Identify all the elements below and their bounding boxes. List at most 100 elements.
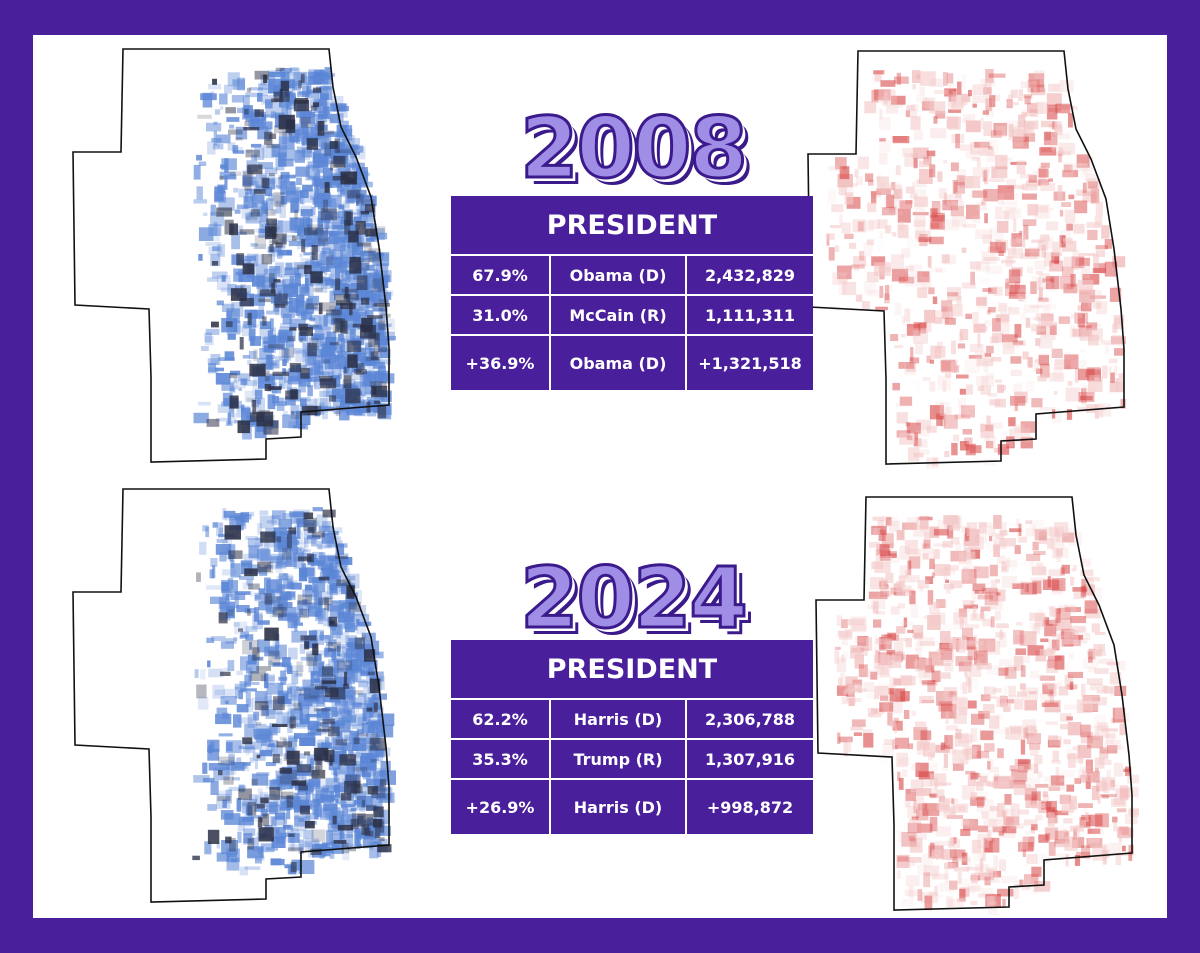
candidate-name: Harris (D) bbox=[549, 698, 687, 740]
precinct-shape bbox=[379, 779, 386, 787]
precinct-shape bbox=[1028, 73, 1045, 88]
precinct-shape bbox=[878, 529, 886, 541]
precinct-shape bbox=[875, 638, 893, 645]
precinct-shape bbox=[282, 578, 293, 590]
precinct-shape bbox=[1066, 784, 1075, 792]
precinct-shape bbox=[967, 774, 977, 787]
precinct-shape bbox=[1109, 379, 1120, 394]
precinct-shape bbox=[361, 317, 373, 333]
precinct-shape bbox=[379, 770, 385, 777]
precinct-shape bbox=[875, 549, 883, 562]
precinct-shape bbox=[1064, 607, 1081, 612]
precinct-shape bbox=[1029, 246, 1042, 259]
precinct-shape bbox=[329, 569, 340, 577]
precinct-shape bbox=[322, 718, 335, 724]
precinct-shape bbox=[318, 135, 332, 147]
precinct-shape bbox=[210, 91, 215, 95]
precinct-shape bbox=[1025, 831, 1031, 835]
precinct-shape bbox=[899, 654, 905, 661]
precinct-shape bbox=[370, 351, 379, 360]
precinct-shape bbox=[308, 577, 323, 584]
precinct-shape bbox=[1020, 561, 1037, 566]
precinct-shape bbox=[980, 606, 991, 612]
precinct-shape bbox=[884, 196, 900, 211]
precinct-shape bbox=[1006, 340, 1021, 348]
precinct-shape bbox=[316, 262, 322, 267]
precinct-shape bbox=[325, 144, 333, 150]
precinct-shape bbox=[963, 533, 980, 547]
precinct-shape bbox=[932, 457, 938, 466]
precinct-shape bbox=[328, 371, 335, 377]
precinct-shape bbox=[859, 251, 865, 261]
precinct-shape bbox=[1001, 809, 1015, 818]
precinct-shape bbox=[232, 147, 244, 151]
precinct-shape bbox=[919, 671, 933, 683]
precinct-shape bbox=[295, 308, 306, 316]
precinct-shape bbox=[1045, 721, 1059, 725]
precinct-shape bbox=[853, 265, 860, 272]
precinct-shape bbox=[1076, 750, 1084, 764]
precinct-shape bbox=[983, 121, 993, 137]
precinct-shape bbox=[207, 804, 217, 811]
precinct-shape bbox=[299, 798, 309, 809]
precinct-shape bbox=[924, 671, 931, 678]
precinct-shape bbox=[257, 93, 263, 102]
precinct-shape bbox=[1058, 142, 1076, 155]
precinct-shape bbox=[976, 157, 981, 168]
precinct-shape bbox=[303, 512, 314, 519]
precinct-shape bbox=[305, 635, 317, 648]
precinct-shape bbox=[279, 68, 292, 73]
precinct-shape bbox=[1008, 292, 1026, 299]
map-2024-republican bbox=[814, 495, 1139, 915]
precinct-shape bbox=[300, 230, 304, 243]
precinct-shape bbox=[1057, 607, 1071, 620]
precinct-shape bbox=[1011, 769, 1028, 782]
precinct-shape bbox=[262, 114, 276, 118]
precinct-shape bbox=[991, 357, 1002, 362]
vote-percent: 62.2% bbox=[451, 698, 551, 740]
precinct-shape bbox=[892, 136, 910, 144]
precinct-shape bbox=[980, 694, 991, 702]
precinct-shape bbox=[873, 262, 891, 276]
precinct-shape bbox=[976, 799, 994, 813]
precinct-shape bbox=[247, 838, 254, 850]
precinct-shape bbox=[1001, 438, 1013, 447]
precinct-shape bbox=[877, 172, 882, 181]
precinct-shape bbox=[250, 671, 267, 681]
table-row: 31.0% McCain (R) 1,111,311 bbox=[451, 294, 813, 336]
precinct-shape bbox=[331, 96, 344, 106]
precinct-shape bbox=[304, 641, 310, 650]
precinct-shape bbox=[236, 800, 248, 809]
precinct-shape bbox=[216, 142, 220, 148]
precinct-shape bbox=[1043, 681, 1050, 693]
precinct-shape bbox=[962, 748, 978, 755]
precinct-shape bbox=[973, 566, 989, 579]
precinct-shape bbox=[305, 792, 311, 801]
precinct-shape bbox=[285, 832, 295, 843]
precinct-shape bbox=[229, 837, 236, 852]
precinct-shape bbox=[940, 742, 946, 751]
precinct-shape bbox=[843, 741, 848, 757]
precinct-shape bbox=[889, 205, 897, 214]
precinct-shape bbox=[336, 149, 352, 154]
precinct-shape bbox=[918, 658, 932, 671]
precinct-shape bbox=[361, 824, 370, 835]
precinct-shape bbox=[885, 572, 894, 584]
precinct-shape bbox=[867, 605, 879, 609]
precinct-shape bbox=[1069, 330, 1084, 338]
precinct-shape bbox=[1066, 684, 1078, 690]
precinct-shape bbox=[839, 214, 843, 226]
precinct-shape bbox=[995, 305, 1012, 312]
precinct-shape bbox=[294, 187, 299, 202]
precinct-shape bbox=[225, 638, 237, 644]
precinct-shape bbox=[879, 140, 891, 153]
precinct-shape bbox=[306, 725, 318, 729]
precinct-shape bbox=[884, 225, 892, 234]
precinct-shape bbox=[1013, 340, 1026, 346]
precinct-shape bbox=[307, 689, 319, 703]
precinct-shape bbox=[298, 230, 305, 244]
precinct-shape bbox=[929, 359, 934, 364]
precinct-shape bbox=[836, 657, 847, 673]
precinct-shape bbox=[338, 373, 343, 379]
precinct-shape bbox=[221, 275, 226, 282]
